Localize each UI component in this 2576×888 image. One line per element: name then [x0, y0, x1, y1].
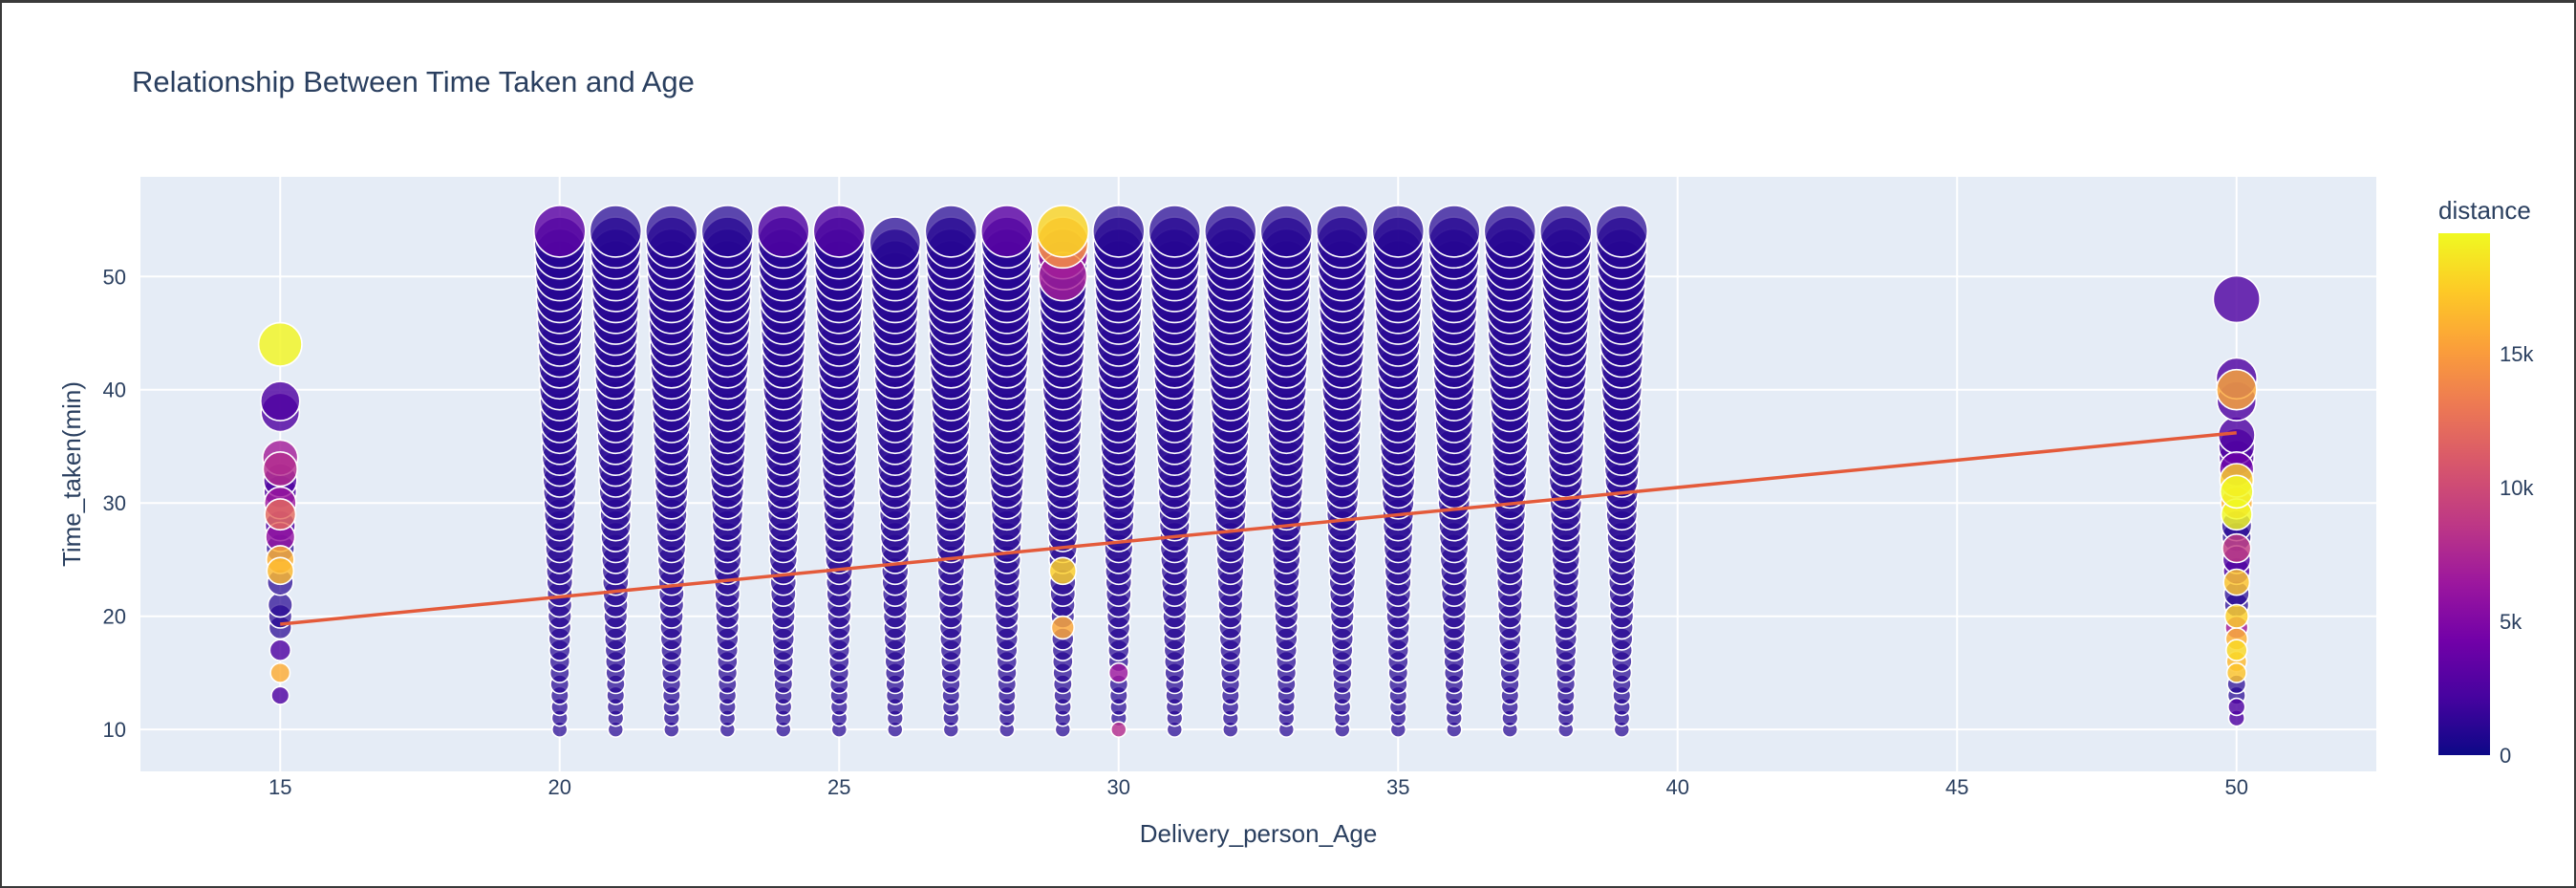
scatter-point	[1148, 205, 1202, 258]
colorbar-tick-label: 10k	[2500, 476, 2534, 500]
plot-area	[140, 177, 2376, 771]
y-tick-label: 20	[103, 605, 126, 629]
scatter-point	[2222, 568, 2251, 596]
scatter-point	[1316, 205, 1369, 258]
x-tick-labels: 15 20 25 30 35 40 45 50	[268, 775, 2248, 799]
scatter-point	[1259, 205, 1314, 258]
colorbar-tick-label: 5k	[2500, 610, 2522, 634]
colorbar-tick-label: 0	[2500, 744, 2511, 768]
trendline	[280, 431, 2237, 626]
gridlines	[140, 177, 2376, 771]
scatter-point	[1539, 205, 1593, 258]
scatter-point	[257, 321, 303, 367]
scatter-point	[1204, 205, 1257, 258]
colorbar-gradient	[2438, 233, 2490, 755]
x-tick-label: 45	[1945, 775, 1968, 799]
scatter-point	[2222, 532, 2252, 564]
x-tick-label: 40	[1666, 775, 1689, 799]
colorbar-title: distance	[2438, 196, 2531, 225]
x-tick-label: 35	[1386, 775, 1409, 799]
chart-title: Relationship Between Time Taken and Age	[132, 65, 695, 98]
scatter-point	[980, 205, 1034, 258]
colorbar-tick-label: 15k	[2500, 342, 2534, 366]
scatter-point	[644, 205, 698, 258]
scatter-point	[700, 205, 755, 258]
y-tick-label: 10	[103, 718, 126, 742]
scatter-points	[257, 205, 2262, 739]
scatter-point	[2219, 474, 2254, 509]
x-tick-label: 15	[268, 775, 291, 799]
y-tick-label: 50	[103, 265, 126, 289]
scatter-point	[1428, 205, 1481, 258]
scatter-point	[812, 205, 867, 258]
scatter-point	[869, 216, 922, 270]
scatter-point	[1595, 205, 1649, 258]
scatter-point	[1092, 205, 1146, 258]
scatter-point	[2225, 639, 2248, 662]
scatter-point	[269, 661, 291, 683]
scatter-point	[264, 498, 297, 531]
scatter-point	[2223, 603, 2249, 629]
scatter-point	[756, 205, 810, 258]
scatter-point	[1048, 556, 1078, 586]
scatter-point	[2212, 274, 2262, 324]
x-tick-label: 30	[1107, 775, 1130, 799]
scatter-point	[1107, 661, 1129, 683]
scatter-point	[268, 639, 292, 662]
x-tick-label: 20	[548, 775, 571, 799]
scatter-point	[1050, 615, 1076, 640]
scatter-point	[2216, 368, 2258, 411]
scatter-point	[589, 205, 643, 258]
y-tick-label: 30	[103, 491, 126, 515]
x-tick-label: 50	[2225, 775, 2248, 799]
scatter-point	[1483, 205, 1537, 258]
x-axis-title: Delivery_person_Age	[1140, 819, 1378, 848]
scatter-point	[267, 592, 293, 618]
scatter-point	[1371, 205, 1426, 258]
scatter-point	[266, 556, 295, 586]
scatter-point	[259, 380, 301, 422]
trendline-segment	[280, 431, 2237, 626]
colorbar-tick-labels: 0 5k 10k 15k	[2500, 342, 2534, 768]
scatter-point	[2227, 697, 2246, 717]
scatter-point	[1036, 205, 1090, 258]
scatter-point	[262, 451, 298, 487]
colorbar: distance 0 5k 10k 15k	[2438, 196, 2534, 768]
y-tick-label: 40	[103, 379, 126, 402]
scatter-point	[532, 205, 587, 258]
scatter-point	[2225, 661, 2247, 683]
scatter-point	[924, 205, 978, 258]
scatter-point	[270, 685, 290, 705]
scatter-point	[1110, 721, 1127, 739]
scatter-chart: Relationship Between Time Taken and Age …	[57, 65, 2534, 848]
y-tick-labels: 10 20 30 40 50	[103, 265, 126, 742]
y-axis-title: Time_taken(min)	[57, 381, 86, 567]
x-tick-label: 25	[827, 775, 850, 799]
